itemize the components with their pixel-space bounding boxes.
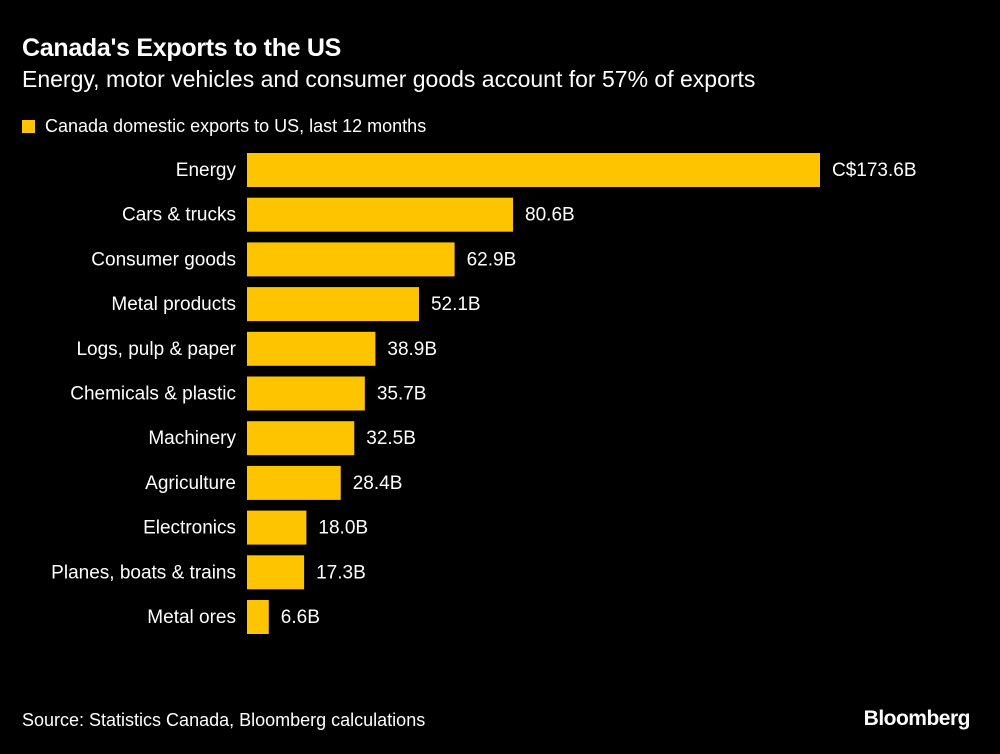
bar: [247, 510, 307, 545]
category-label: Metal ores: [147, 607, 236, 628]
category-label: Agriculture: [145, 473, 236, 494]
data-label: 6.6B: [281, 607, 320, 628]
data-label: 17.3B: [316, 562, 366, 583]
data-label: 62.9B: [467, 249, 517, 270]
bar: [247, 242, 455, 277]
category-label: Planes, boats & trains: [51, 562, 236, 583]
data-label: 52.1B: [431, 294, 481, 315]
bar: [247, 153, 820, 187]
category-label: Logs, pulp & paper: [76, 339, 236, 360]
bar: [247, 555, 305, 590]
legend-swatch: [22, 120, 35, 133]
legend-label: Canada domestic exports to US, last 12 m…: [45, 116, 427, 136]
legend: Canada domestic exports to US, last 12 m…: [22, 116, 426, 137]
bar: [247, 287, 419, 322]
category-label: Metal products: [111, 294, 236, 315]
bar: [247, 600, 269, 634]
chart-subtitle: Energy, motor vehicles and consumer good…: [22, 66, 756, 92]
source-note: Source: Statistics Canada, Bloomberg cal…: [22, 710, 426, 730]
category-label: Energy: [176, 160, 237, 181]
bar: [247, 421, 355, 456]
bar: [247, 331, 376, 366]
data-label: C$173.6B: [832, 160, 917, 181]
data-label: 35.7B: [377, 384, 427, 405]
category-label: Consumer goods: [91, 249, 236, 270]
data-label: 32.5B: [366, 428, 416, 449]
category-label: Cars & trucks: [122, 205, 236, 226]
category-label: Electronics: [143, 518, 236, 539]
data-label: 28.4B: [353, 473, 403, 494]
bloomberg-logo: Bloomberg: [863, 707, 971, 730]
data-label: 18.0B: [318, 518, 368, 539]
bar: [247, 465, 341, 500]
category-label: Chemicals & plastic: [70, 384, 236, 405]
data-label: 38.9B: [387, 339, 437, 360]
bar: [247, 376, 365, 411]
bar: [247, 197, 514, 232]
chart-title: Canada's Exports to the US: [22, 34, 342, 62]
category-label: Machinery: [148, 428, 236, 449]
data-label: 80.6B: [525, 205, 575, 226]
